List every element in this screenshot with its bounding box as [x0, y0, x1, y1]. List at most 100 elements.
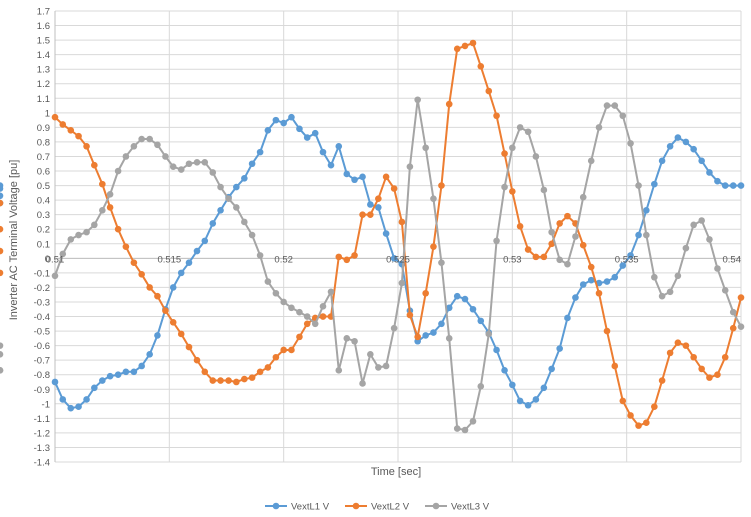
data-point [572, 233, 579, 240]
y-tick-label: 0.1 [37, 239, 50, 250]
data-point [162, 153, 169, 160]
legend-label: VextL2 V [371, 502, 410, 513]
legend-item[interactable]: VextL3 V [425, 502, 490, 513]
data-point [619, 262, 627, 269]
data-point [169, 163, 177, 170]
data-point [422, 144, 429, 152]
data-point [225, 195, 232, 202]
data-point [233, 378, 240, 386]
data-point [721, 287, 729, 294]
data-point [509, 381, 516, 389]
data-point [524, 401, 532, 409]
data-point [296, 333, 303, 341]
data-point [209, 220, 217, 227]
data-point [651, 180, 658, 188]
data-point [303, 313, 311, 320]
data-point [714, 177, 721, 185]
legend-swatch-marker [352, 502, 360, 510]
data-point [643, 231, 650, 239]
data-point [516, 397, 524, 405]
data-point [217, 207, 224, 214]
data-point [430, 243, 437, 250]
data-point [114, 371, 122, 379]
x-tick-label: 0.53 [503, 254, 522, 265]
data-point [485, 330, 493, 338]
data-point [651, 273, 658, 281]
data-point [130, 259, 138, 266]
data-point [587, 276, 595, 284]
data-point [422, 332, 429, 339]
data-point [453, 45, 461, 53]
data-point [501, 150, 508, 157]
axes [54, 11, 741, 462]
data-point [477, 317, 485, 325]
data-point [627, 140, 634, 147]
y-tick-label: -0.8 [34, 370, 50, 381]
data-point [0, 247, 4, 255]
data-point [303, 134, 311, 141]
data-point [193, 356, 201, 364]
data-point [296, 308, 303, 316]
data-point [501, 367, 508, 374]
y-tick-label: -0.5 [34, 327, 50, 338]
data-point [272, 289, 280, 297]
data-point [343, 170, 351, 178]
data-point [375, 195, 382, 202]
x-tick-label: 0.51 [46, 254, 65, 265]
data-point [83, 143, 90, 150]
data-point [666, 288, 674, 296]
legend[interactable]: VextL1 V VextL2 V VextL3 V [265, 502, 490, 513]
data-point [729, 324, 737, 332]
data-point [288, 304, 295, 312]
data-point [643, 207, 650, 214]
data-point [627, 252, 634, 259]
data-point [185, 160, 193, 168]
data-point [682, 244, 690, 252]
x-tick-label: 0.54 [723, 254, 742, 265]
data-point [714, 265, 721, 272]
y-tick-label: 0.9 [37, 123, 50, 134]
data-point [327, 288, 335, 296]
data-point [611, 362, 619, 370]
data-point [154, 332, 161, 339]
data-point [233, 204, 240, 211]
y-axis-title: Inverter AC Terminal Voltage [pu] [8, 160, 20, 321]
data-point [390, 255, 398, 262]
data-point [280, 298, 287, 306]
data-point [390, 324, 398, 332]
data-point [564, 212, 571, 220]
data-point [146, 135, 153, 143]
data-point [154, 292, 161, 300]
data-point [461, 426, 469, 434]
data-point [706, 169, 713, 176]
data-point [382, 173, 390, 181]
data-point [59, 121, 67, 128]
data-point [438, 182, 445, 189]
data-point [390, 185, 398, 192]
data-point [288, 346, 295, 354]
data-point [698, 365, 705, 373]
y-tick-label: 0.7 [37, 152, 50, 163]
y-tick-label: 0.3 [37, 210, 50, 221]
y-tick-label: 0.5 [37, 181, 50, 192]
y-tick-label: -0.3 [34, 297, 50, 308]
data-point [106, 204, 114, 211]
data-point [248, 374, 256, 381]
x-tick-label: 0.525 [386, 254, 410, 265]
data-point [59, 250, 67, 258]
data-point [674, 272, 682, 280]
data-point [343, 335, 351, 342]
data-point [587, 157, 595, 165]
data-point [438, 259, 445, 266]
data-point [461, 42, 469, 50]
data-point [114, 167, 122, 175]
data-point [248, 231, 256, 239]
data-point [91, 161, 98, 169]
data-point [106, 372, 114, 380]
data-point [319, 303, 327, 310]
legend-item[interactable]: VextL2 V [345, 502, 410, 513]
legend-item[interactable]: VextL1 V [265, 502, 330, 513]
legend-swatch-marker [432, 502, 440, 510]
data-point [225, 377, 232, 384]
